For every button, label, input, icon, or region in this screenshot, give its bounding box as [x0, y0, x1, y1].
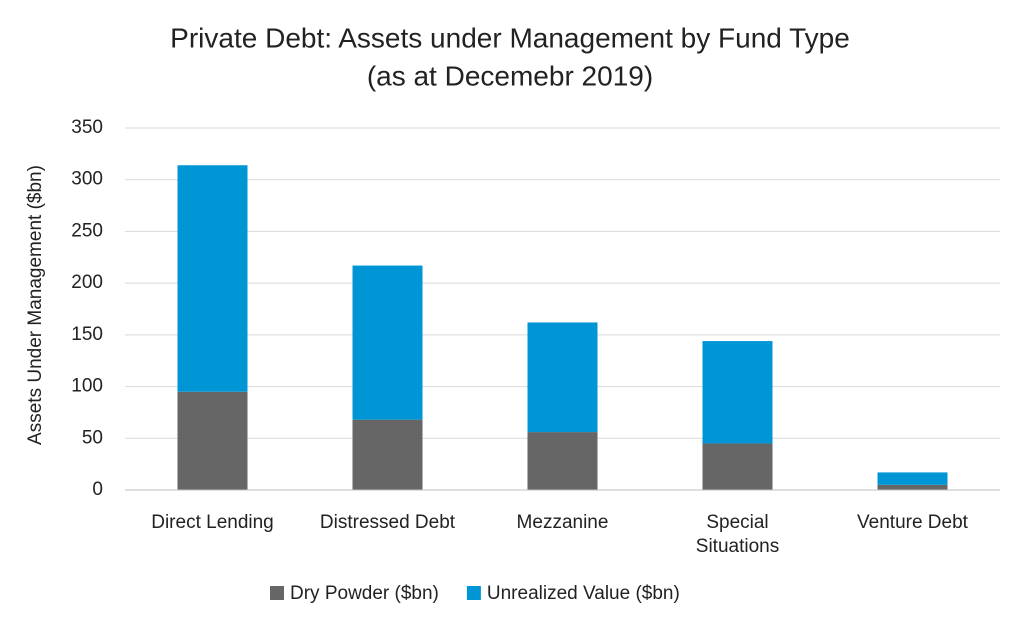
x-tick-label: Mezzanine [516, 512, 609, 533]
bar-segment [877, 484, 948, 490]
bar-segment [352, 419, 423, 490]
bar-segment [352, 265, 423, 420]
bar-segment [702, 443, 773, 490]
bar-segment [877, 472, 948, 485]
legend-swatch [270, 586, 284, 600]
y-tick-label: 150 [71, 324, 103, 345]
y-tick-label: 0 [92, 479, 103, 500]
bar-segment [527, 432, 598, 490]
chart-subtitle: (as at Decemebr 2019) [367, 60, 653, 91]
x-tick-label: Special Situations [695, 512, 780, 557]
legend-swatch [466, 586, 481, 600]
y-tick-label: 100 [71, 376, 103, 397]
y-tick-label: 350 [71, 117, 103, 138]
bar-segment [177, 391, 248, 490]
chart-title: Private Debt: Assets under Management by… [170, 22, 850, 53]
y-tick-label: 50 [82, 427, 103, 448]
x-tick-label: Venture Debt [857, 512, 968, 533]
x-tick-label: Direct Lending [151, 512, 274, 533]
bar-segment [177, 165, 248, 392]
x-tick-label: Distressed Debt [319, 512, 456, 533]
bar-segment [702, 341, 773, 444]
y-axis-label: Assets Under Management ($bn) [25, 165, 46, 445]
y-tick-label: 200 [71, 272, 103, 293]
y-tick-label: 300 [71, 169, 103, 190]
bar-segment [527, 322, 598, 433]
legend-label: Unrealized Value ($bn) [487, 583, 680, 604]
legend-label: Dry Powder ($bn) [290, 583, 439, 604]
y-tick-label: 250 [71, 220, 103, 241]
